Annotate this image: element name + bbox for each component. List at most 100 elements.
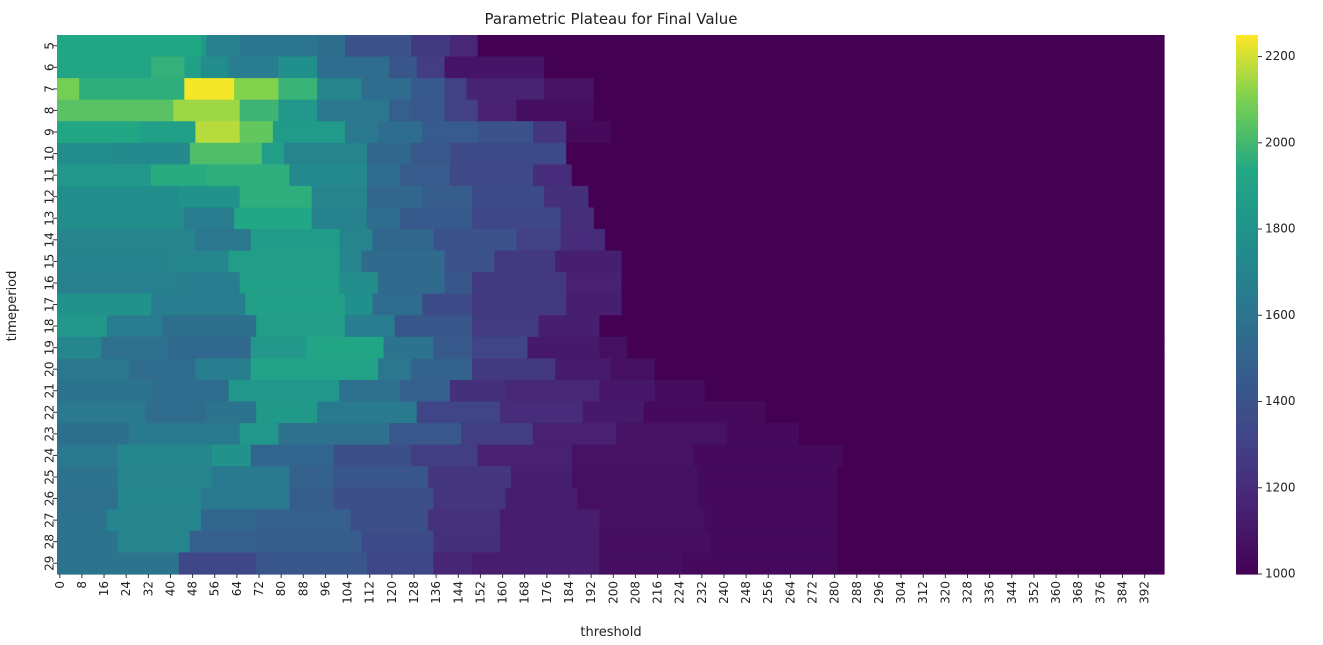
heatmap-cell	[361, 250, 446, 273]
x-tick-label: 168	[518, 581, 532, 604]
x-tick-label: 16	[97, 581, 111, 596]
heatmap-cell	[311, 207, 368, 230]
heatmap-cell	[499, 401, 584, 424]
heatmap-cell	[289, 466, 335, 489]
y-axis-ticks: 5 6 7 8 9 10 11 12 13 14 15 16 17 18 19 20 21 22 23 24 25 26 2…	[43, 42, 57, 571]
heatmap-cell	[167, 336, 252, 359]
x-tick-label: 40	[163, 581, 177, 596]
colorbar-swatch	[1236, 470, 1258, 476]
x-tick-label: 88	[296, 581, 310, 596]
colorbar-swatch	[1236, 362, 1258, 368]
heatmap-cell	[627, 336, 1165, 359]
heatmap-cell	[416, 401, 501, 424]
colorbar-swatch	[1236, 142, 1258, 148]
colorbar-swatch	[1236, 398, 1258, 404]
heatmap-cell	[394, 315, 473, 338]
colorbar-swatch	[1236, 214, 1258, 220]
heatmap-cell	[472, 315, 540, 338]
x-tick-label: 344	[1005, 581, 1019, 604]
heatmap-cell	[256, 401, 318, 424]
heatmap-cell	[411, 99, 446, 122]
y-tick-label: 15	[43, 254, 57, 269]
heatmap-cell	[654, 358, 1165, 381]
colorbar-swatch	[1236, 551, 1258, 557]
heatmap-cell	[184, 78, 235, 101]
heatmap-cell	[704, 379, 1165, 403]
heatmap-cell	[128, 423, 241, 446]
colorbar-swatch	[1236, 502, 1258, 508]
colorbar-swatch	[1236, 547, 1258, 553]
heatmap-cell	[544, 78, 595, 101]
heatmap-cell	[433, 530, 501, 554]
heatmap-cell	[842, 444, 1165, 467]
colorbar-swatch	[1236, 79, 1258, 86]
x-tick-label: 184	[562, 581, 576, 604]
colorbar-swatch	[1236, 506, 1258, 512]
colorbar-swatch	[1236, 61, 1258, 68]
heatmap-cell	[361, 530, 434, 554]
colorbar-swatch	[1236, 228, 1258, 234]
colorbar-swatch	[1236, 452, 1258, 458]
heatmap-cell	[566, 121, 612, 144]
heatmap-cell	[151, 293, 246, 316]
heatmap-cell	[704, 509, 839, 532]
heatmap-cell	[505, 487, 578, 510]
colorbar-swatch	[1236, 286, 1258, 292]
colorbar-swatch	[1236, 443, 1258, 449]
colorbar-swatch	[1236, 484, 1258, 490]
heatmap-cell	[472, 207, 562, 230]
x-tick-label: 296	[872, 581, 886, 604]
heatmap-cell	[461, 423, 534, 446]
colorbar-swatch	[1236, 111, 1258, 117]
colorbar-swatch	[1236, 295, 1258, 301]
heatmap-cell	[117, 530, 191, 554]
heatmap-cell	[411, 444, 479, 467]
y-tick-label: 13	[43, 211, 57, 226]
x-tick-label: 128	[407, 581, 421, 604]
heatmap-cell	[699, 487, 839, 510]
heatmap-cell	[383, 336, 434, 359]
heatmap-cell	[350, 509, 429, 532]
y-tick-label: 11	[43, 167, 57, 182]
colorbar-swatch	[1236, 515, 1258, 521]
colorbar-swatch	[1236, 358, 1258, 364]
heatmap-cell	[151, 379, 230, 403]
x-tick-label: 264	[783, 581, 797, 604]
colorbar-swatch	[1236, 178, 1258, 184]
heatmap-cell	[317, 56, 390, 79]
heatmap-cell	[57, 358, 130, 381]
heatmap-cell	[57, 207, 185, 230]
heatmap-cell	[278, 56, 318, 79]
heatmap-cell	[57, 401, 147, 424]
x-tick-label: 112	[363, 581, 377, 604]
heatmap-cell	[250, 336, 307, 359]
heatmap-cell	[57, 552, 180, 575]
heatmap-cell	[228, 56, 279, 79]
heatmap-cell	[837, 530, 1165, 554]
colorbar-swatch	[1236, 565, 1258, 571]
heatmap-cell	[57, 35, 202, 58]
heatmap-cell	[449, 379, 506, 403]
heatmap-cell	[544, 185, 589, 209]
colorbar-swatch	[1236, 93, 1258, 99]
y-tick-label: 25	[43, 469, 57, 484]
heatmap-cell	[250, 358, 379, 381]
heatmap-cell	[178, 552, 257, 575]
x-tick-label: 240	[717, 581, 731, 604]
heatmap-cell	[389, 99, 412, 122]
heatmap-cells	[57, 35, 1165, 575]
heatmap-cell	[444, 99, 479, 122]
heatmap-cell	[112, 142, 191, 165]
heatmap-cell	[599, 552, 684, 575]
x-tick-label: 272	[806, 581, 820, 604]
colorbar: 1000 1200 1400 1600 1800 2000 2200	[1236, 35, 1296, 581]
heatmap-cell	[322, 35, 346, 58]
heatmap-cell	[117, 487, 202, 510]
heatmap-cell	[466, 78, 545, 101]
x-tick-label: 32	[141, 581, 155, 596]
heatmap-cell	[57, 466, 119, 489]
heatmap-cell	[366, 207, 401, 230]
heatmap-cell	[837, 509, 1165, 532]
heatmap-cell	[433, 552, 473, 575]
